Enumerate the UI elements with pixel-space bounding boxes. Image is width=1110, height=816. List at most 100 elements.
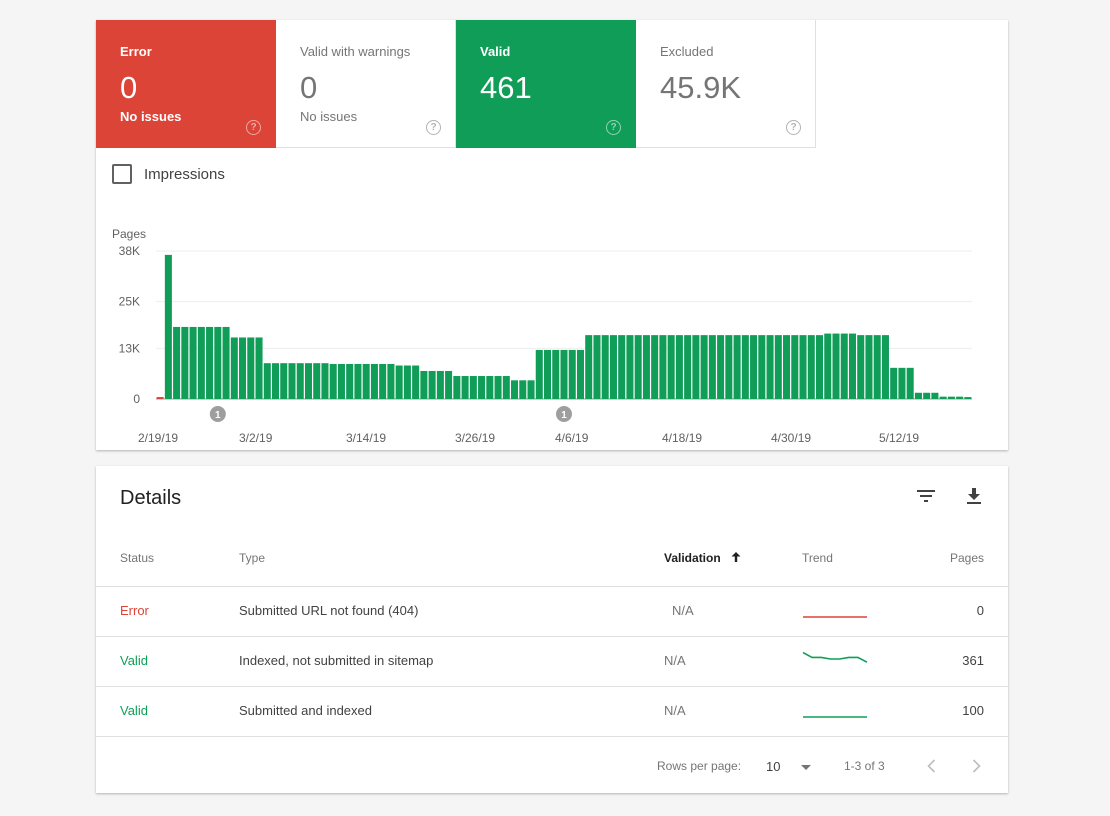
tile-valid-value: 461 <box>480 70 532 105</box>
tile-excluded[interactable]: Excluded 45.9K ? <box>636 20 816 148</box>
tile-error[interactable]: Error 0 No issues ? <box>96 20 276 148</box>
chart-bar <box>758 335 766 399</box>
impressions-checkbox[interactable] <box>112 164 132 184</box>
row-type: Submitted and indexed <box>239 703 372 718</box>
chart-bar <box>436 370 444 399</box>
chart-bar <box>824 333 832 399</box>
table-row[interactable]: Error Submitted URL not found (404) N/A … <box>96 586 1008 637</box>
tile-warn-sub: No issues <box>300 109 358 124</box>
chart-bar <box>552 349 560 399</box>
annotation-marker <box>209 406 226 422</box>
chart-bar <box>362 363 370 399</box>
column-header-pages[interactable]: Pages <box>950 551 985 565</box>
chart-bar <box>618 335 626 399</box>
x-tick-label: 2/19/19 <box>138 431 178 445</box>
previous-page-chevron-icon[interactable] <box>922 756 942 776</box>
chart-bar <box>832 333 840 399</box>
chart-bar <box>692 335 700 399</box>
tile-error-label: Error <box>120 44 152 59</box>
chart-bar <box>733 335 741 399</box>
tile-excluded-value: 45.9K <box>660 70 742 105</box>
chart-bar <box>494 376 502 399</box>
chart-bar <box>403 365 411 399</box>
chart-bar <box>815 335 824 399</box>
chart-bar <box>659 335 667 399</box>
table-row[interactable]: Valid Indexed, not submitted in sitemap … <box>96 636 1008 687</box>
chart-bar <box>848 333 856 399</box>
help-icon[interactable]: ? <box>606 120 621 135</box>
chart-bar <box>708 335 716 399</box>
chart-bar <box>469 376 477 399</box>
help-icon[interactable]: ? <box>426 120 441 135</box>
chart-bar <box>717 335 725 399</box>
chart-bar <box>840 333 848 399</box>
annotation-marker <box>556 406 572 422</box>
row-validation: N/A <box>664 703 686 718</box>
chart-bar <box>164 254 172 399</box>
filter-list-icon[interactable] <box>914 484 938 508</box>
chart-bar <box>667 335 675 399</box>
rows-per-page-label: Rows per page: <box>657 759 742 773</box>
chart-bar <box>741 335 749 399</box>
chart-bar <box>197 326 205 399</box>
help-icon[interactable]: ? <box>246 120 261 135</box>
column-header-trend: Trend <box>802 551 833 565</box>
tile-valid-with-warnings[interactable]: Valid with warnings 0 No issues ? <box>276 20 456 148</box>
chart-bar <box>626 335 634 399</box>
chart-bar <box>519 380 527 399</box>
tile-valid[interactable]: Valid 461 ? <box>456 20 636 148</box>
chart-bar <box>527 380 535 399</box>
y-tick-label: 38K <box>119 244 140 258</box>
chart-bar <box>568 349 576 399</box>
download-icon[interactable] <box>962 484 986 508</box>
chart-bar <box>634 335 642 399</box>
row-validation: N/A <box>672 603 694 618</box>
tile-warn-value: 0 <box>300 70 318 105</box>
pages-bar-chart: Pages 38K 25K 13K 0 2/19/19 3/2/19 3/14/19 3/26/… <box>112 227 972 445</box>
row-pages: 100 <box>962 703 984 718</box>
chart-bar <box>502 376 510 399</box>
chart-bar <box>206 326 214 399</box>
row-type: Indexed, not submitted in sitemap <box>239 653 434 668</box>
annotation-label: 1 <box>561 410 567 421</box>
dropdown-arrow-icon <box>801 764 812 770</box>
column-header-type[interactable]: Type <box>239 551 266 565</box>
x-tick-label: 4/6/19 <box>555 431 589 445</box>
next-page-chevron-icon[interactable] <box>966 756 986 776</box>
chart-bar <box>725 335 733 399</box>
chart-bar <box>774 335 782 399</box>
chart-bar <box>296 363 304 399</box>
chart-bar <box>263 363 271 399</box>
chart-bar <box>222 326 230 399</box>
status-tiles: Error 0 No issues ? Valid with warnings … <box>96 20 816 148</box>
chart-bar <box>939 396 947 399</box>
chart-bar <box>576 349 584 399</box>
chart-bar <box>453 376 461 399</box>
chart-bar <box>593 335 601 399</box>
chart-bar <box>370 363 378 399</box>
chart-bar <box>337 363 345 399</box>
help-icon[interactable]: ? <box>786 120 801 135</box>
impressions-toggle[interactable]: Impressions <box>112 164 225 184</box>
column-header-validation[interactable]: Validation <box>664 551 742 565</box>
chart-bar <box>304 363 312 399</box>
chart-bar <box>313 363 321 399</box>
chart-bar <box>214 326 222 399</box>
tile-valid-label: Valid <box>480 44 511 59</box>
rows-per-page-select[interactable]: 10 <box>766 759 812 774</box>
chart-bar <box>881 335 889 399</box>
chart-bar <box>247 337 255 399</box>
chart-bar <box>543 349 552 399</box>
y-axis-label: Pages <box>112 227 146 241</box>
column-header-status[interactable]: Status <box>120 551 155 565</box>
table-row[interactable]: Valid Submitted and indexed N/A 100 <box>96 686 1008 737</box>
chart-bar <box>750 335 758 399</box>
validation-header-label: Validation <box>664 551 721 565</box>
chart-bar <box>873 335 881 399</box>
chart-bar <box>783 335 791 399</box>
chart-bar <box>684 335 692 399</box>
chart-bar <box>700 335 708 399</box>
chart-bar <box>478 376 486 399</box>
chart-bar <box>931 392 939 399</box>
sort-ascending-arrow-icon <box>731 552 741 562</box>
